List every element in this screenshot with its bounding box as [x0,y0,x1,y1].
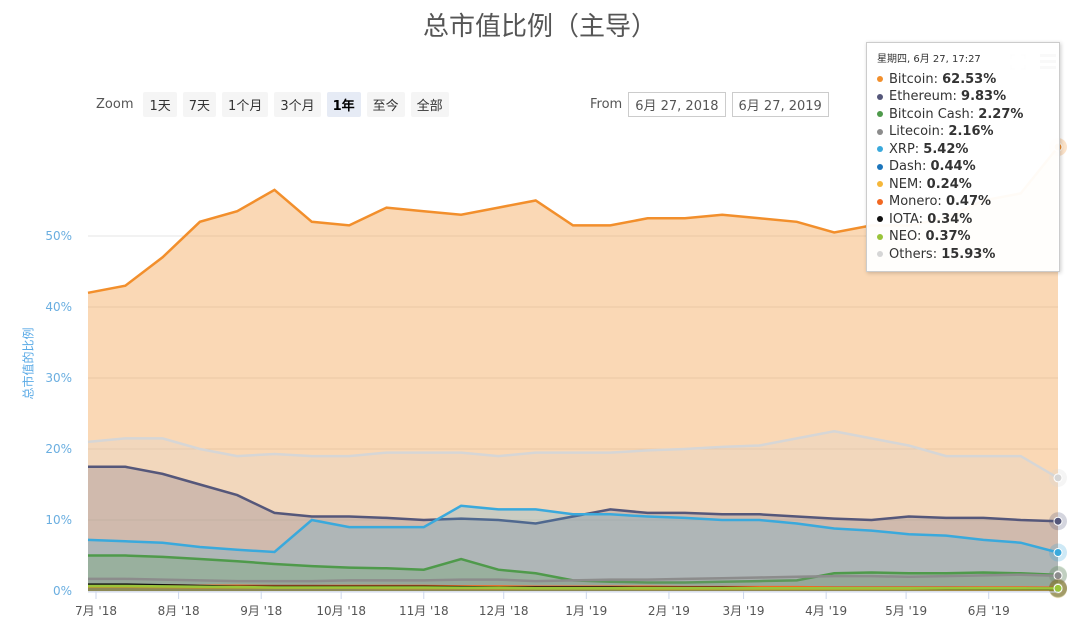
tooltip-series-value: 0.24% [926,176,972,192]
x-tick-label: 8月 '18 [158,604,200,618]
tooltip-series-value: 9.83% [961,89,1007,104]
tooltip-series-name: Bitcoin [889,71,934,87]
x-tick-label: 7月 '18 [75,604,117,618]
tooltip-row: Bitcoin Cash: 2.27% [877,106,1051,124]
tooltip-series-value: 0.44% [930,159,976,174]
y-tick-label: 30% [45,371,72,385]
series-dot-icon [877,233,883,240]
tooltip-series-name: Dash [889,159,922,174]
zoom-1y-button[interactable]: 1年 [326,92,361,117]
line-litecoin [88,573,1059,583]
x-tick-label: 4月 '19 [805,604,847,618]
tooltip-series-value: 62.53% [942,71,997,87]
area-bitcoin [88,147,1058,591]
y-tick-label: 20% [45,442,72,456]
zoom-label: Zoom [96,97,134,112]
tooltip-row: Litecoin: 2.16% [877,123,1051,141]
tooltip-series-name: XRP [889,141,915,157]
series-dot-icon [877,111,883,117]
tooltip-row: Dash: 0.44% [877,158,1051,176]
x-tick-label: 10月 '18 [316,604,366,618]
series-dot-icon [877,128,883,135]
area-ethereum [88,466,1058,591]
series-dot-icon [877,216,883,222]
tooltip: 星期四, 6月 27, 17:27 Bitcoin: 62.53% Ethereu… [866,42,1060,272]
y-tick-label: 0% [53,584,72,598]
tooltip-series-value: 0.34% [927,211,973,227]
tooltip-row: XRP: 5.42% [877,141,1051,159]
tooltip-series-name: Others [889,246,933,262]
x-tick-label: 5月 '19 [885,604,927,618]
chart-title: 总市值比例（主导） [422,12,657,42]
tooltip-series-value: 0.37% [925,229,971,244]
tooltip-row: NEO: 0.37% [877,228,1051,246]
tooltip-series-name: NEM [889,176,919,192]
x-tick-label: 1月 '19 [565,604,607,618]
tooltip-series-value: 15.93% [941,246,996,262]
y-tick-label: 10% [45,513,72,527]
zoom-1d-button[interactable]: 1天 [143,92,177,117]
tooltip-series-name: Bitcoin Cash [889,106,970,122]
end-marker-xrp [1053,548,1063,558]
x-tick-label: 11月 '18 [399,604,449,618]
x-tick-label: 3月 '19 [723,604,765,618]
tooltip-row: Ethereum: 9.83% [877,88,1051,106]
series-dot-icon [877,93,883,100]
tooltip-series-value: 2.16% [948,124,994,139]
to-date-input[interactable]: 6月 27, 2019 [731,92,829,117]
date-range: From 6月 27, 2018 6月 27, 2019 [590,92,829,117]
y-tick-label: 40% [45,300,72,314]
area-bitcoin-cash [88,555,1058,591]
tooltip-series-name: Ethereum [889,89,953,104]
zoom-ytd-button[interactable]: 至今 [366,92,405,117]
series-dot-icon [877,251,883,257]
tooltip-row: Monero: 0.47% [877,193,1051,211]
end-marker-neo [1053,583,1063,593]
zoom-7d-button[interactable]: 7天 [182,92,217,117]
tooltip-series-name: Litecoin [889,124,940,139]
series-dot-icon [877,181,883,187]
x-tick-label: 6月 '19 [968,604,1010,618]
tooltip-row: NEM: 0.24% [877,176,1051,194]
tooltip-series-value: 5.42% [923,141,969,157]
series-dot-icon [877,198,883,205]
tooltip-header: 星期四, 6月 27, 17:27 [877,54,981,65]
series-dot-icon [877,76,883,82]
from-date-input[interactable]: 6月 27, 2018 [628,92,726,117]
zoom-1m-button[interactable]: 1个月 [222,92,269,117]
end-marker-ethereum [1053,516,1063,526]
tooltip-row: IOTA: 0.34% [877,211,1051,229]
tooltip-series-value: 2.27% [978,106,1024,122]
tooltip-series-value: 0.47% [945,194,992,209]
zoom-all-button[interactable]: 全部 [410,92,449,117]
line-neo [88,584,1059,590]
line-ethereum [88,465,1059,525]
zoom-3m-button[interactable]: 3个月 [274,92,321,117]
zoom-selector: Zoom 1天 7天 1个月 3个月 1年 至今 全部 [96,92,449,117]
series-dot-icon [877,146,883,152]
tooltip-series-name: NEO [889,229,917,244]
tooltip-series-name: IOTA [889,211,919,227]
x-tick-label: 9月 '18 [240,604,282,618]
y-tick-label: 50% [45,229,72,243]
area-others [88,431,1058,591]
end-marker-litecoin [1053,571,1063,581]
end-marker-others [1053,473,1063,483]
x-tick-label: 2月 '19 [648,604,690,618]
line-others [87,430,1059,479]
series-dot-icon [877,163,883,170]
line-xrp [87,504,1059,554]
tooltip-row: Bitcoin: 62.53% [877,71,1051,89]
tooltip-series-name: Monero [889,194,938,209]
tooltip-row: Others: 15.93% [877,246,1051,264]
x-tick-label: 12月 '18 [479,604,529,618]
from-label: From [590,97,623,112]
